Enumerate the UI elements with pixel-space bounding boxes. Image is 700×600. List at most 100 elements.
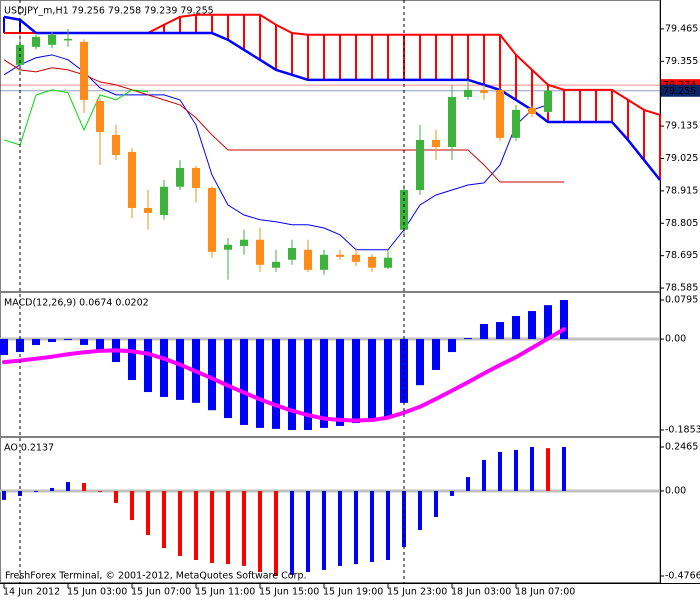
histogram-bar [208, 339, 216, 411]
x-tick-label: 15 Jun 15:00 [259, 587, 319, 598]
histogram-bar [450, 490, 454, 496]
histogram-bar [432, 339, 440, 370]
y-tick-label: 79.025 [665, 153, 698, 164]
candle-body [160, 186, 168, 216]
candle-body [480, 89, 488, 93]
histogram-bar [258, 490, 262, 572]
y-tick-label: 79.355 [665, 56, 698, 67]
candle-body [352, 254, 360, 262]
y-tick-label: 0.00 [665, 334, 686, 345]
x-tick-label: 15 Jun 07:00 [131, 587, 191, 598]
histogram-bar [66, 482, 70, 491]
y-tick-label: 0.00 [665, 485, 686, 496]
histogram-bar [80, 339, 88, 345]
histogram-bar [338, 490, 342, 566]
histogram-bar [162, 490, 166, 549]
panel-title: MACD(12,26,9) 0.0674 0.0202 [4, 298, 149, 309]
histogram-bar [528, 311, 536, 340]
histogram-bar [2, 490, 6, 500]
candle-body [448, 96, 456, 147]
histogram-bar [178, 490, 182, 556]
candle-body [400, 189, 408, 230]
candle-body [304, 249, 312, 270]
histogram-bar [274, 490, 278, 577]
histogram-bar [64, 339, 72, 341]
candle-body [528, 107, 536, 115]
candle-body [80, 41, 88, 100]
histogram-bar [224, 339, 232, 419]
y-tick-label: 0.0795 [665, 295, 698, 306]
candle-body [96, 101, 104, 132]
x-tick-label: 15 Jun 19:00 [323, 587, 383, 598]
histogram-bar [530, 446, 534, 491]
candle-body [320, 254, 328, 270]
histogram-bar [434, 490, 438, 518]
candle-body [272, 261, 280, 268]
histogram-bar [96, 339, 104, 353]
histogram-bar [160, 339, 168, 397]
histogram-bar [194, 490, 198, 561]
x-tick-label: 14 Jun 2012 [3, 587, 60, 598]
candle-body [224, 244, 232, 250]
histogram-bar [544, 305, 552, 340]
y-tick-label: 79.465 [665, 23, 698, 34]
price-level-box [661, 84, 700, 97]
candle-body [464, 89, 472, 97]
histogram-bar [354, 490, 358, 565]
histogram-bar [304, 339, 312, 431]
footer-note: FreshForex Terminal, © 2001-2012, MetaQu… [5, 571, 307, 582]
histogram-bar [210, 490, 214, 564]
cloud-line [3, 15, 661, 181]
x-tick-label: 15 Jun 23:00 [387, 587, 447, 598]
histogram-bar [322, 490, 326, 571]
candle-body [144, 207, 152, 213]
histogram-bar [50, 487, 54, 491]
histogram-bar [352, 339, 360, 423]
y-tick-label: -0.4766 [665, 571, 700, 582]
histogram-bar [320, 339, 328, 428]
histogram-bar [466, 477, 470, 491]
histogram-bar [290, 490, 294, 575]
histogram-bar [0, 339, 8, 356]
histogram-bar [242, 490, 246, 566]
x-tick-label: 18 Jun 07:00 [515, 587, 575, 598]
candle-body [336, 254, 344, 257]
candle-body [256, 239, 264, 265]
panel-title: USDJPY_m,H1 79.256 79.258 79.239 79.255 [4, 6, 214, 17]
histogram-bar [288, 339, 296, 431]
candle-body [128, 152, 136, 208]
histogram-bar [272, 339, 280, 429]
histogram-bar [226, 490, 230, 565]
candle-body [176, 167, 184, 187]
histogram-bar [562, 446, 566, 491]
candle-body [240, 239, 248, 246]
candle-body [368, 256, 376, 268]
histogram-bar [240, 339, 248, 425]
histogram-bar [34, 490, 38, 493]
candle-body [512, 109, 520, 138]
histogram-bar [336, 339, 344, 426]
histogram-bar [546, 448, 550, 491]
candle-body [208, 187, 216, 252]
indicator-line [3, 54, 549, 251]
candle-body [544, 90, 552, 112]
histogram-bar [400, 339, 408, 403]
histogram-bar [464, 338, 472, 340]
candle-body [48, 34, 56, 45]
indicator-line [3, 89, 149, 146]
candle-body [112, 134, 120, 155]
candle-body [288, 248, 296, 260]
histogram-bar [496, 322, 504, 340]
histogram-bar [384, 339, 392, 419]
indicator-line [3, 59, 564, 183]
y-tick-label: 78.915 [665, 185, 698, 196]
candle-body [416, 139, 424, 190]
histogram-bar [256, 339, 264, 428]
histogram-bar [98, 490, 102, 492]
histogram-bar [128, 339, 136, 381]
histogram-bar [16, 339, 24, 353]
y-tick-label: 78.585 [665, 283, 698, 294]
candle-body [384, 257, 392, 268]
price-level-label: 79.255 [663, 86, 696, 97]
